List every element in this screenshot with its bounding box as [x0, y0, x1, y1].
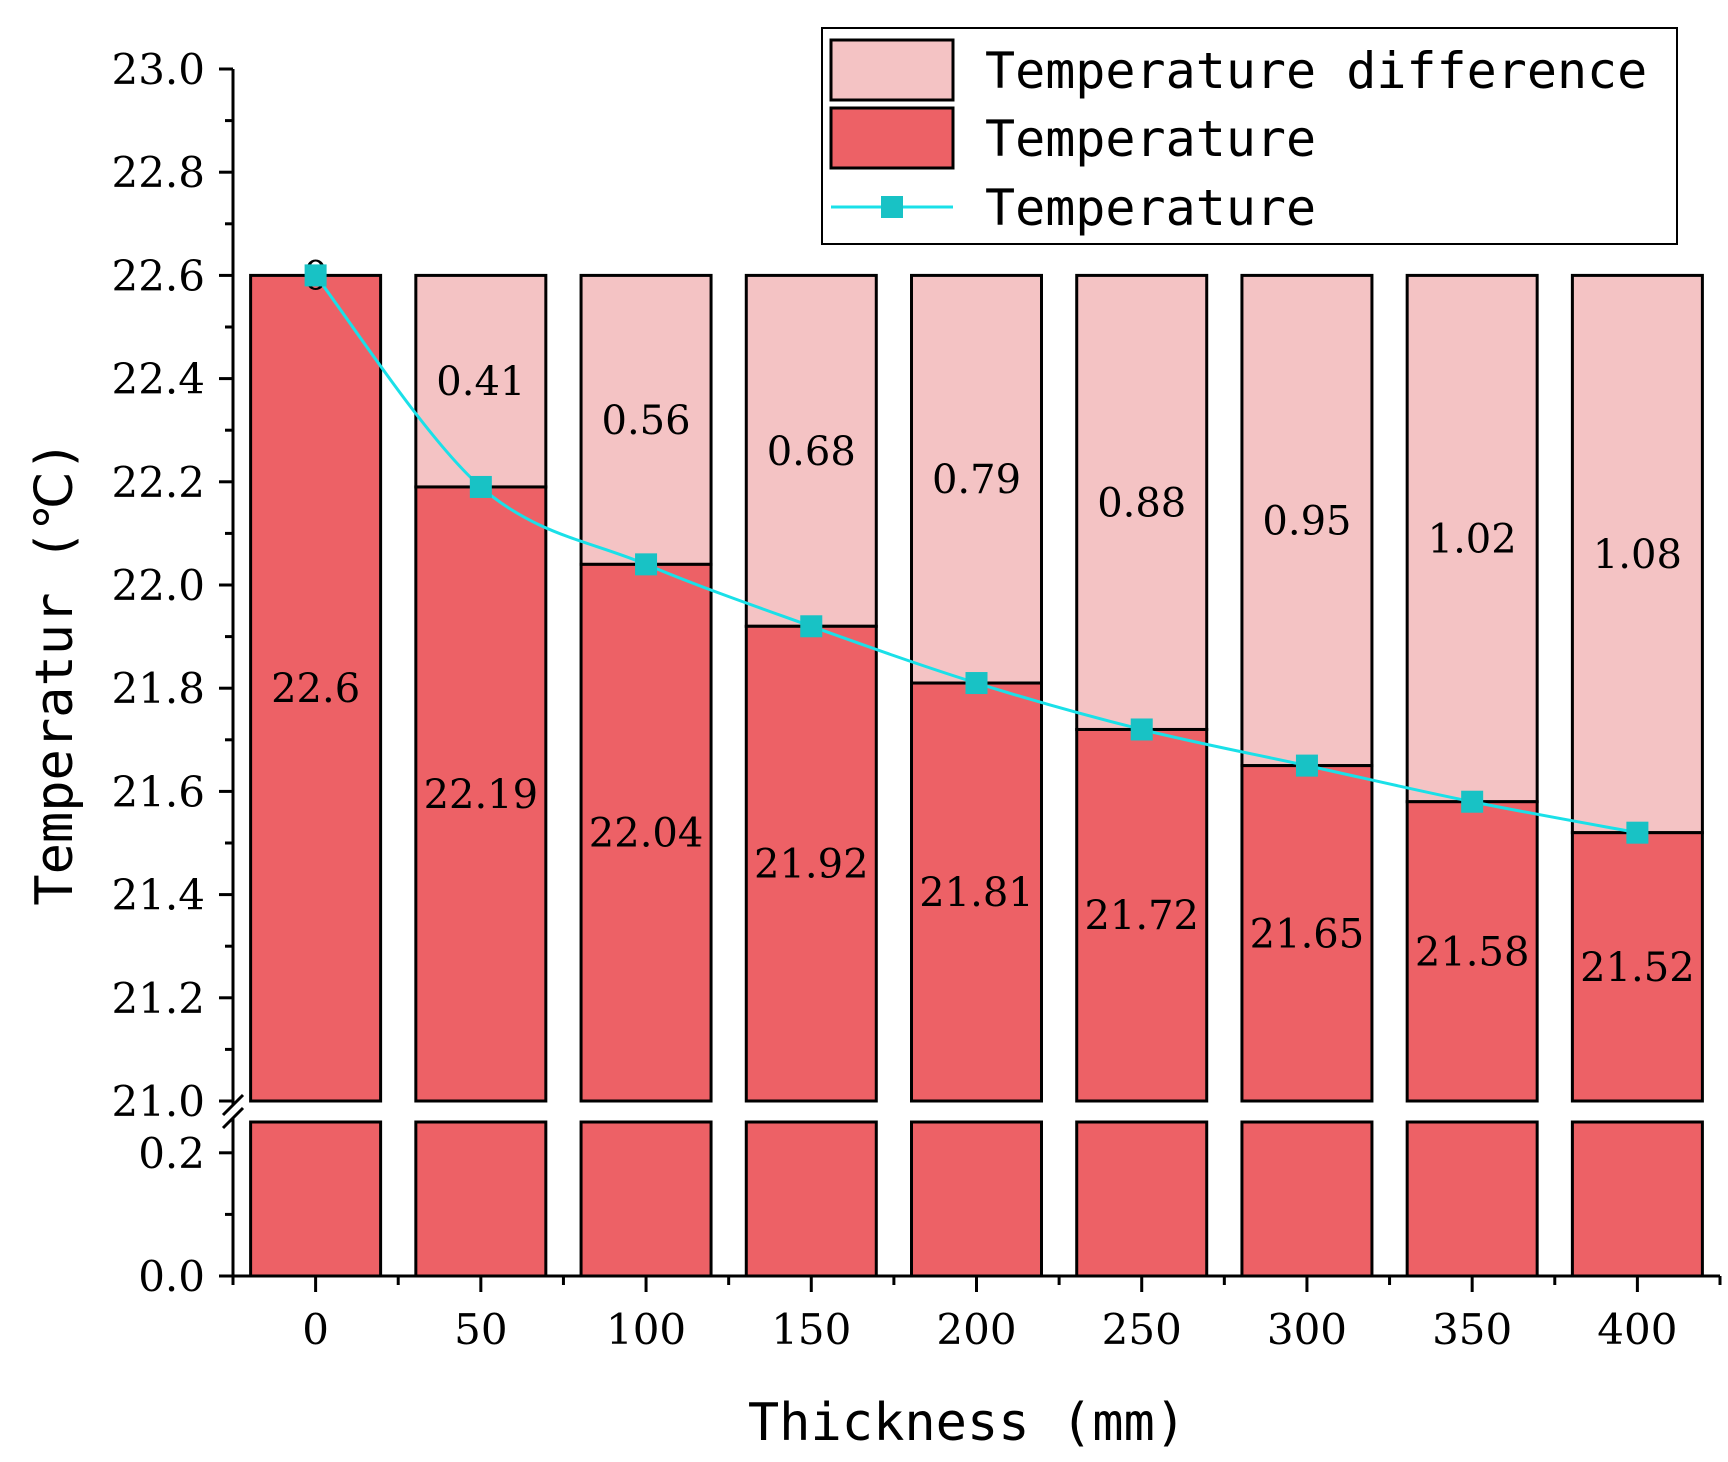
bar-temperature-lower-0: [249, 1120, 383, 1278]
axes-layer: 21.0 21.2 21.4 21.6 21.8 22.0 22.2 22.4 22.6 22.8…: [111, 45, 1722, 1354]
data-label-difference-350: 1.02: [1428, 517, 1517, 563]
bar-temperature-difference-400: [1570, 273, 1704, 835]
bar-temperature-50: [414, 485, 548, 1103]
y-tick-label: 0.2: [138, 1129, 205, 1178]
temperature-line: [314, 274, 1638, 835]
data-label-difference-250: 0.88: [1097, 480, 1186, 526]
legend-label-0: Temperature difference: [985, 42, 1647, 100]
bar-temperature-lower-150: [744, 1120, 878, 1278]
y-axis-title: Temperatur (℃): [25, 440, 85, 905]
bar-temperature-difference-250: [1075, 273, 1209, 731]
legend-line-marker: [881, 196, 903, 218]
bar-temperature-difference-150: [744, 273, 878, 628]
data-label-temperature-0: 22.6: [271, 666, 360, 712]
axis-break-gap: [229, 1104, 1728, 1119]
legend-box: [821, 27, 1678, 245]
data-label-difference-300: 0.95: [1262, 499, 1351, 545]
line-marker-400: [1626, 821, 1649, 844]
line-marker-250: [1130, 718, 1153, 741]
line-marker-50: [469, 475, 492, 498]
bar-temperature-400: [1570, 831, 1704, 1103]
y-tick-label: 21.4: [111, 871, 205, 920]
bar-temperature-lower-250: [1075, 1120, 1209, 1278]
data-label-temperature-350: 21.58: [1415, 929, 1530, 975]
bars-layer: [229, 273, 1728, 1278]
y-tick-label: 22.8: [111, 148, 205, 197]
line-marker-0: [304, 264, 327, 287]
x-tick-label: 350: [1432, 1305, 1512, 1354]
legend: Temperature difference Temperature Tempera…: [821, 27, 1678, 245]
bar-temperature-difference-350: [1405, 273, 1539, 804]
line-marker-300: [1295, 754, 1318, 777]
bar-temperature-350: [1405, 800, 1539, 1103]
line-layer: [304, 264, 1649, 844]
legend-swatch-temperature-difference: [829, 38, 955, 102]
data-label-temperature-250: 21.72: [1084, 893, 1199, 939]
y-tick-label: 22.4: [111, 355, 205, 404]
data-label-difference-100: 0.56: [602, 398, 691, 444]
x-tick-label: 300: [1267, 1305, 1347, 1354]
y-tick-label: 21.0: [111, 1077, 205, 1126]
data-label-temperature-50: 22.19: [424, 772, 539, 818]
data-label-temperature-400: 21.52: [1580, 945, 1695, 991]
bar-temperature-lower-200: [910, 1120, 1043, 1278]
axis-break-mark: [221, 1093, 245, 1117]
data-label-difference-400: 1.08: [1593, 532, 1682, 578]
data-label-difference-150: 0.68: [767, 429, 856, 475]
y-tick-label: 21.2: [111, 974, 205, 1023]
bar-temperature-150: [744, 624, 878, 1103]
y-tick-label: 22.0: [111, 561, 205, 610]
data-labels-layer: 22.6022.190.4122.040.5621.920.6821.810.7…: [271, 253, 1695, 990]
y-tick-label: 0.0: [138, 1252, 205, 1301]
bar-temperature-lower-100: [579, 1120, 713, 1278]
data-label-temperature-150: 21.92: [754, 842, 869, 888]
x-tick-label: 400: [1597, 1305, 1677, 1354]
bar-temperature-lower-50: [414, 1120, 548, 1278]
x-tick-label: 0: [302, 1305, 329, 1354]
bar-temperature-lower-300: [1240, 1120, 1374, 1278]
bar-temperature-300: [1240, 764, 1374, 1103]
x-tick-label: 50: [454, 1305, 507, 1354]
x-tick-label: 200: [936, 1305, 1016, 1354]
x-tick-label: 150: [771, 1305, 851, 1354]
bar-temperature-difference-300: [1240, 273, 1374, 768]
bar-temperature-0: [249, 273, 383, 1103]
line-marker-100: [635, 553, 658, 576]
bar-temperature-lower-350: [1405, 1120, 1539, 1278]
data-label-difference-200: 0.79: [932, 457, 1021, 503]
x-tick-label: 100: [606, 1305, 686, 1354]
line-marker-200: [965, 672, 988, 695]
line-marker-350: [1461, 790, 1484, 813]
axis-break-mark: [221, 1106, 245, 1130]
x-axis-title: Thickness (mm): [748, 1393, 1186, 1453]
y-tick-label: 21.8: [111, 664, 205, 713]
data-label-temperature-300: 21.65: [1250, 911, 1365, 957]
y-tick-label: 22.2: [111, 458, 205, 507]
bar-temperature-lower-400: [1570, 1120, 1704, 1278]
legend-swatch-temperature: [829, 106, 955, 170]
y-tick-label: 22.6: [111, 251, 205, 300]
legend-label-2: Temperature: [985, 179, 1316, 237]
data-label-temperature-100: 22.04: [589, 811, 704, 857]
bar-temperature-250: [1075, 727, 1209, 1103]
line-marker-150: [800, 615, 823, 638]
y-tick-label: 21.6: [111, 767, 205, 816]
y-tick-label: 23.0: [111, 45, 205, 94]
bar-temperature-difference-50: [414, 273, 548, 489]
x-tick-label: 250: [1102, 1305, 1182, 1354]
legend-label-1: Temperature: [985, 110, 1316, 168]
bar-temperature-100: [579, 562, 713, 1103]
data-label-difference-50: 0.41: [436, 359, 525, 405]
data-label-temperature-200: 21.81: [919, 870, 1034, 916]
